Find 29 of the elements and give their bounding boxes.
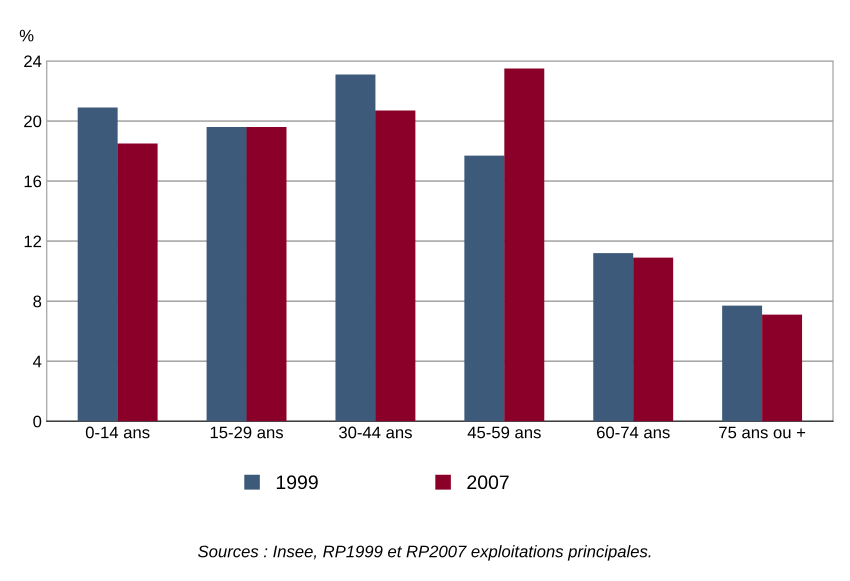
x-tick-label: 0-14 ans bbox=[86, 426, 150, 438]
bar bbox=[464, 156, 504, 422]
x-tick-label: 30-44 ans bbox=[339, 426, 412, 438]
source-note: Sources : Insee, RP1999 et RP2007 exploitations principales. bbox=[198, 545, 650, 561]
y-tick-label: 16 bbox=[24, 175, 42, 188]
x-tick-label: 15-29 ans bbox=[210, 426, 283, 438]
bar bbox=[78, 108, 118, 422]
x-tick-label: 75 ans ou + bbox=[719, 426, 806, 438]
y-tick-label: 0 bbox=[33, 416, 42, 428]
bar bbox=[246, 127, 286, 422]
y-tick-label: 4 bbox=[33, 356, 42, 368]
y-tick-label: 20 bbox=[24, 115, 42, 128]
bar bbox=[375, 110, 416, 422]
legend-label: 2007 bbox=[467, 475, 509, 490]
y-tick-label: 24 bbox=[24, 55, 42, 68]
y-tick-label: 8 bbox=[33, 296, 42, 308]
bar bbox=[633, 258, 674, 422]
x-tick-label: 45-59 ans bbox=[468, 426, 541, 438]
x-tick-label: 60-74 ans bbox=[597, 426, 670, 438]
bar bbox=[593, 253, 634, 422]
bar bbox=[762, 314, 802, 422]
bar bbox=[118, 144, 158, 422]
y-tick-label: 12 bbox=[24, 236, 42, 248]
bar bbox=[335, 74, 376, 422]
bar bbox=[504, 68, 544, 422]
bar bbox=[206, 127, 247, 422]
bar bbox=[722, 306, 762, 422]
legend-label: 1999 bbox=[276, 475, 318, 490]
y-axis-title: % bbox=[20, 30, 34, 42]
